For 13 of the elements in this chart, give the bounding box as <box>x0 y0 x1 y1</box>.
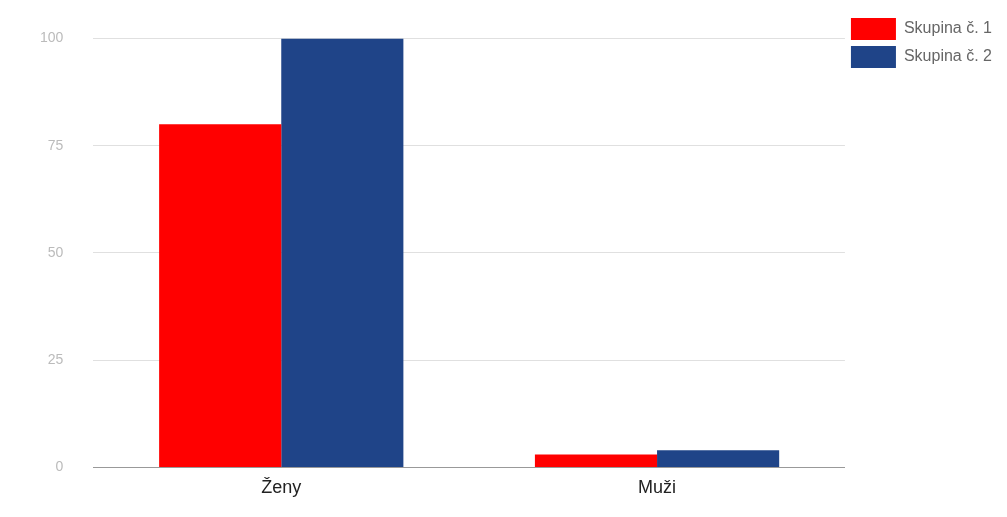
legend-label: Skupina č. 2 <box>903 47 993 65</box>
bar <box>534 454 658 467</box>
bar <box>281 38 404 467</box>
y-tick-label: 75 <box>47 136 64 153</box>
x-tick-label: Ženy <box>261 477 302 498</box>
bar <box>159 124 282 467</box>
y-tick-label: 0 <box>55 458 64 475</box>
y-tick-label: 50 <box>47 243 64 260</box>
bar <box>657 450 780 467</box>
y-tick-label: 25 <box>47 351 64 368</box>
x-tick-label: Muži <box>638 477 677 498</box>
legend-label: Skupina č. 1 <box>903 19 993 37</box>
y-tick-label: 100 <box>40 29 64 46</box>
